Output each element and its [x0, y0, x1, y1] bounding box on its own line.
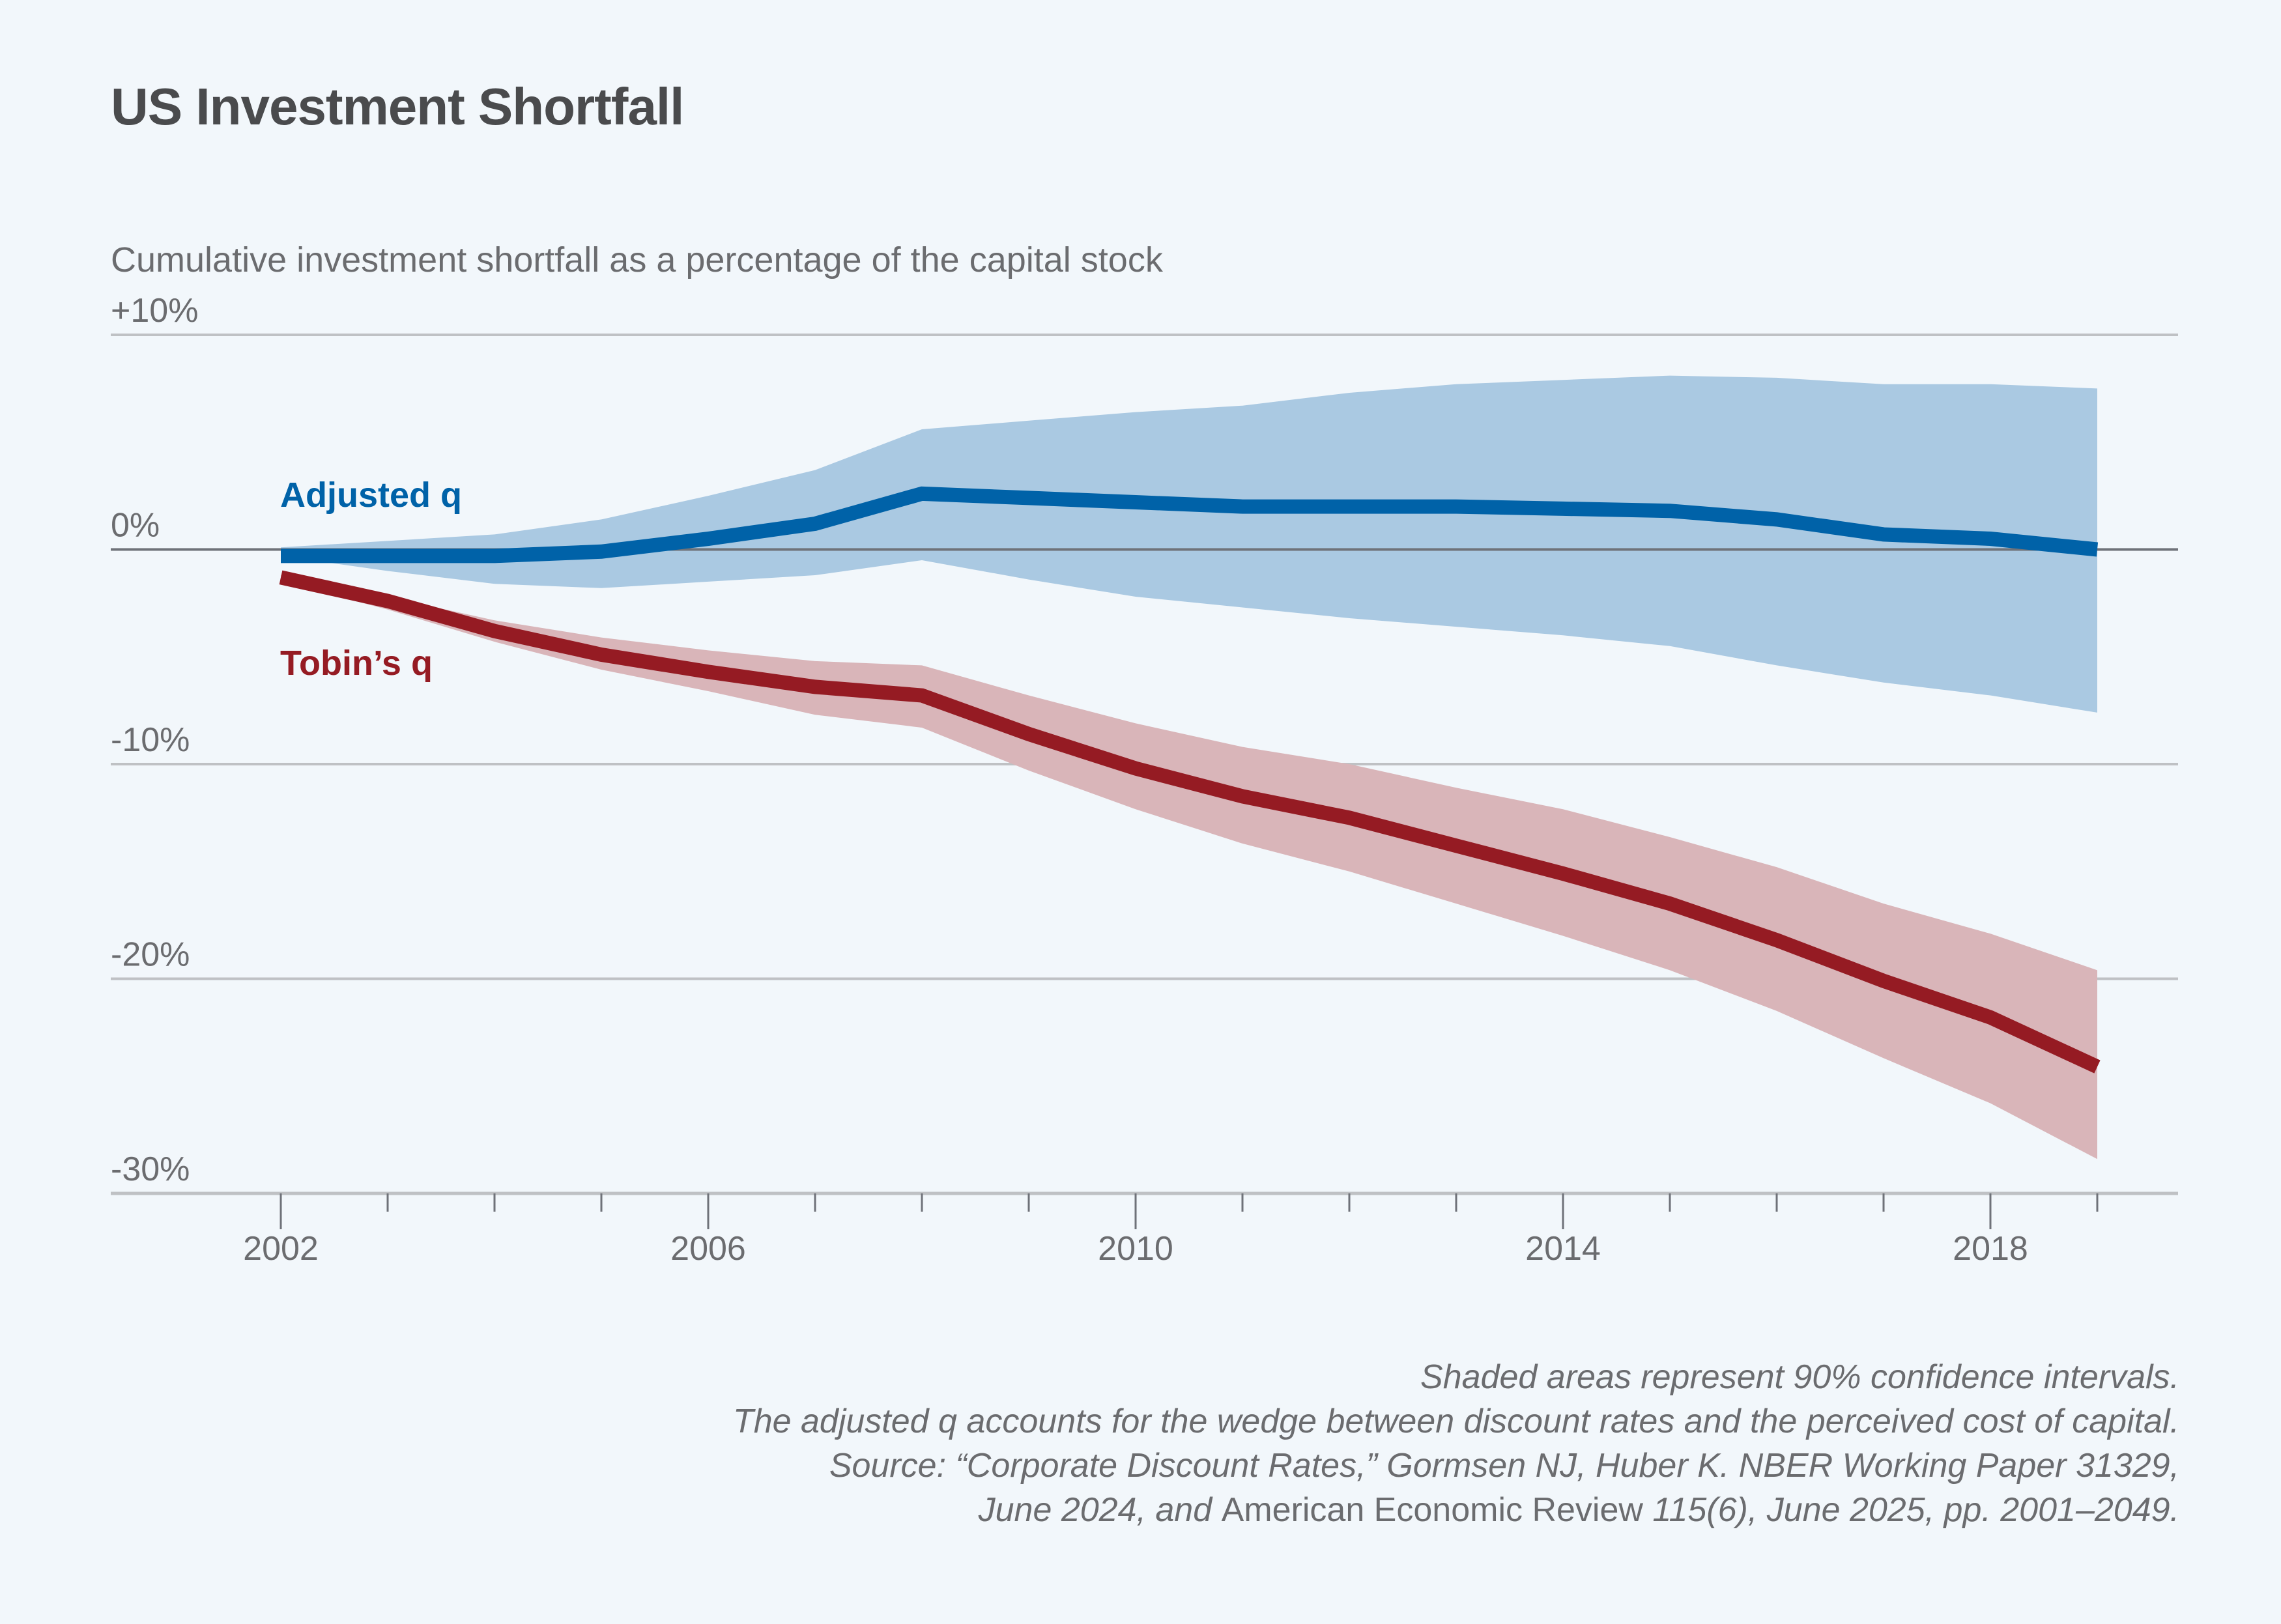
x-tick-label: 2014: [1525, 1230, 1601, 1268]
labels: Adjusted q Tobin’s q: [280, 476, 462, 683]
x-axis: 2002 2006 2010 2014 2018: [111, 1191, 2178, 1268]
series-line-adjusted-q: [281, 486, 2099, 563]
y-tick-label: -10%: [111, 721, 190, 759]
journal-name: American Economic Review: [1221, 1491, 1643, 1529]
series-label-tobins-q: Tobin’s q: [280, 644, 433, 683]
series-label-adjusted-q: Adjusted q: [280, 476, 462, 515]
chart-title: US Investment Shortfall: [111, 78, 684, 135]
source-line-2: June 2024, and American Economic Review …: [733, 1488, 2179, 1532]
y-tick-label: +10%: [111, 292, 198, 330]
x-tick-label: 2018: [1953, 1230, 2028, 1268]
source-line-1: Source: “Corporate Discount Rates,” Gorm…: [829, 1447, 2179, 1485]
x-tick-label: 2010: [1098, 1230, 1173, 1268]
chart-subtitle: Cumulative investment shortfall as a per…: [111, 240, 1163, 279]
source-text: June 2024, and: [978, 1491, 1222, 1529]
source-text-end: 115(6), June 2025, pp. 2001–2049.: [1643, 1491, 2179, 1529]
x-tick-label: 2002: [243, 1230, 319, 1268]
footnote-adjusted-q: The adjusted q accounts for the wedge be…: [732, 1403, 2179, 1440]
y-tick-label: -20%: [111, 936, 190, 974]
y-tick-label: -30%: [111, 1150, 190, 1188]
series-line-tobins-q: [279, 570, 2101, 1074]
footnote-confidence: Shaded areas represent 90% confidence in…: [1420, 1358, 2179, 1396]
y-tick-label: 0%: [111, 507, 160, 545]
x-tick-label: 2006: [670, 1230, 746, 1268]
confidence-band-tobins-q: [281, 575, 2097, 1160]
chart-footer: Shaded areas represent 90% confidence in…: [733, 1355, 2179, 1532]
series-lines: [279, 486, 2101, 1074]
confidence-band-adjusted-q: [281, 375, 2097, 713]
confidence-bands: [281, 375, 2097, 1160]
